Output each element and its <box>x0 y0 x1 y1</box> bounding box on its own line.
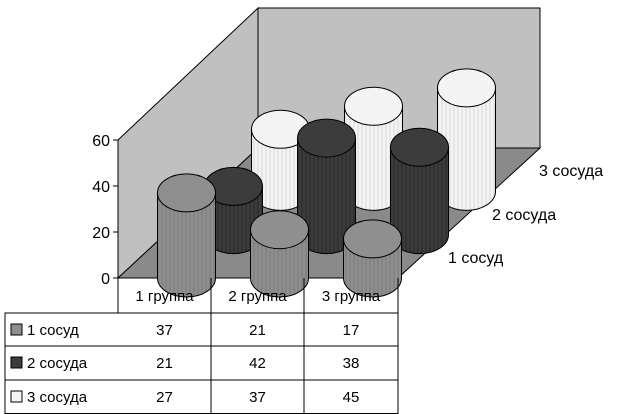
bar-top <box>344 220 402 258</box>
legend-name-2: 2 сосуда <box>27 355 88 372</box>
table-cell: 21 <box>249 322 266 339</box>
y-axis-ticks: 0 20 40 60 <box>92 133 118 288</box>
table-cell: 27 <box>156 389 173 406</box>
category-label-3: 3 группа <box>322 288 381 305</box>
y-tick-label: 0 <box>101 271 110 288</box>
legend-name-1: 1 сосуд <box>27 322 79 339</box>
category-label-2: 2 группа <box>228 288 287 305</box>
table-cell: 17 <box>343 322 360 339</box>
table-cell: 21 <box>156 355 173 372</box>
bar <box>158 174 216 297</box>
table-cell: 42 <box>249 355 266 372</box>
bar <box>251 211 309 297</box>
legend-name-3: 3 сосуда <box>27 389 88 406</box>
bar-top <box>251 211 309 249</box>
table-cell: 37 <box>156 322 173 339</box>
data-table: 1 группа 2 группа 3 группа 1 сосуд 2 сос… <box>5 278 398 414</box>
y-tick-label: 60 <box>92 133 110 150</box>
table-cell: 38 <box>343 355 360 372</box>
legend-swatch-1 <box>11 324 22 335</box>
bar-top <box>391 128 449 166</box>
bar-top <box>158 174 216 212</box>
depth-label-2: 2 сосуда <box>492 207 556 224</box>
category-label-1: 1 группа <box>135 288 194 305</box>
bar-top <box>298 119 356 157</box>
y-tick-label: 20 <box>92 225 110 242</box>
legend-swatch-3 <box>11 391 22 402</box>
legend-swatch-2 <box>11 357 22 368</box>
table-cell: 37 <box>249 389 266 406</box>
bar-top <box>438 69 496 107</box>
bar-top <box>345 87 403 125</box>
depth-label-3: 3 сосуда <box>539 163 603 180</box>
bar <box>344 220 402 297</box>
y-tick-label: 40 <box>92 179 110 196</box>
depth-label-1: 1 сосуд <box>448 250 504 267</box>
table-cell: 45 <box>343 389 360 406</box>
